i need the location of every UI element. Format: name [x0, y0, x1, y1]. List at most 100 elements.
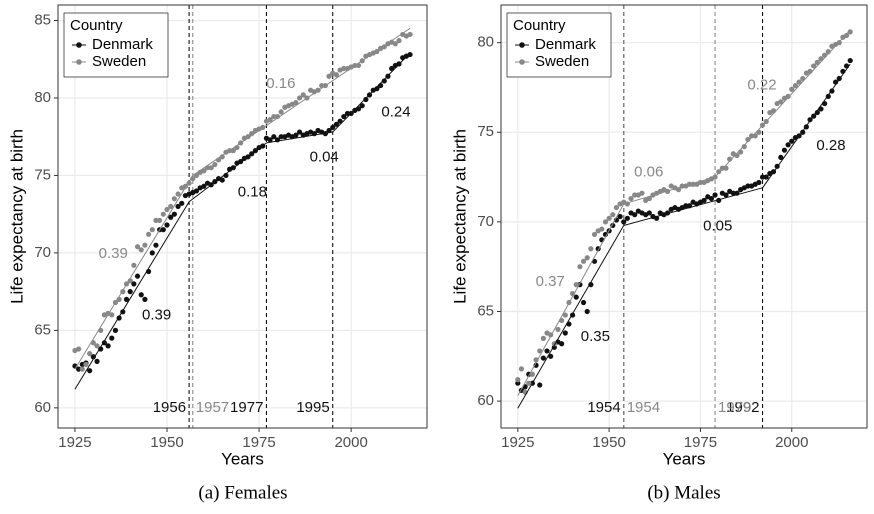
data-point [537, 382, 543, 388]
plot-border [500, 4, 868, 429]
data-point [588, 246, 594, 252]
data-point [94, 358, 100, 364]
data-point [171, 211, 177, 217]
data-point [344, 110, 351, 117]
x-tick-label: 2000 [334, 434, 367, 451]
data-point [98, 346, 104, 352]
data-point [157, 217, 163, 223]
slope-label: 0.05 [703, 218, 732, 235]
breakpoint-label: 1957 [196, 399, 229, 416]
data-point [149, 250, 155, 256]
slope-label: 0.04 [310, 148, 339, 165]
fit-line [74, 201, 190, 390]
x-tick-label: 1975 [242, 434, 275, 451]
slope-label: 0.39 [142, 306, 171, 323]
data-point [606, 215, 612, 221]
data-point [168, 214, 174, 220]
data-point [109, 312, 115, 318]
data-point [811, 63, 817, 69]
y-tick-label: 60 [477, 392, 494, 409]
slope-label: 0.18 [238, 183, 267, 200]
data-point [540, 355, 546, 361]
data-point [109, 335, 115, 341]
data-point [785, 142, 791, 148]
data-point [219, 154, 225, 160]
data-point [296, 129, 303, 135]
data-point [333, 72, 340, 78]
data-point [723, 165, 729, 171]
breakpoint-label: 1977 [230, 399, 263, 416]
data-point [526, 380, 532, 386]
data-point [193, 188, 200, 194]
data-point [160, 211, 166, 217]
data-point [617, 213, 623, 220]
legend-key-point [519, 59, 525, 65]
data-point [112, 327, 119, 333]
legend-label: Sweden [92, 53, 146, 70]
data-point [142, 296, 148, 302]
data-point [756, 179, 762, 186]
x-tick-label: 1925 [58, 434, 91, 451]
data-point [392, 41, 398, 47]
breakpoint-label: 1979 [718, 399, 751, 416]
slope-label: 0.16 [266, 75, 295, 92]
data-point [359, 103, 365, 109]
y-tick-label: 65 [477, 302, 494, 319]
data-point [212, 161, 218, 168]
y-tick-label: 70 [477, 213, 494, 230]
slope-label: 0.37 [536, 273, 565, 290]
data-point [326, 73, 332, 79]
data-point [278, 134, 284, 140]
data-point [90, 354, 96, 360]
data-point [580, 299, 587, 306]
data-point [632, 192, 638, 198]
data-point [267, 117, 273, 123]
breakpoint-label: 1995 [296, 399, 329, 416]
legend-key-point [76, 59, 82, 65]
data-point [175, 203, 181, 210]
data-point [381, 78, 387, 84]
data-point [123, 296, 130, 302]
data-point [341, 65, 347, 72]
data-point [548, 353, 554, 359]
data-point [171, 196, 177, 202]
data-point [175, 191, 181, 197]
data-point [551, 344, 557, 350]
data-point [127, 289, 133, 295]
legend-title: Country [513, 17, 566, 34]
y-tick-label: 75 [34, 166, 51, 183]
data-point [300, 92, 306, 98]
data-point [756, 129, 762, 135]
data-point [145, 231, 152, 237]
data-point [201, 183, 207, 189]
fit-line [188, 142, 267, 203]
slope-label: 0.06 [634, 163, 663, 180]
data-point [271, 113, 277, 120]
data-point [580, 258, 587, 264]
data-point [515, 377, 521, 383]
data-point [796, 79, 802, 85]
data-point [573, 282, 579, 288]
data-point [131, 262, 137, 268]
data-point [781, 147, 788, 153]
data-point [708, 195, 714, 202]
data-point [87, 351, 93, 357]
data-point [407, 31, 413, 38]
data-point [701, 197, 707, 203]
data-point [719, 165, 725, 171]
fit-line [623, 176, 716, 205]
data-point [748, 133, 755, 139]
data-point [610, 212, 616, 218]
breakpoint-label: 1954 [587, 399, 620, 416]
data-point [537, 348, 543, 354]
data-point [814, 59, 820, 65]
y-tick-label: 80 [34, 89, 51, 106]
fit-line [517, 203, 625, 396]
plot-border [57, 4, 428, 429]
data-point [646, 210, 652, 216]
data-point [515, 380, 521, 386]
breakpoint-label: 1992 [726, 399, 759, 416]
data-point [179, 200, 185, 206]
data-point [267, 137, 273, 143]
slope-label: 0.28 [816, 137, 845, 154]
